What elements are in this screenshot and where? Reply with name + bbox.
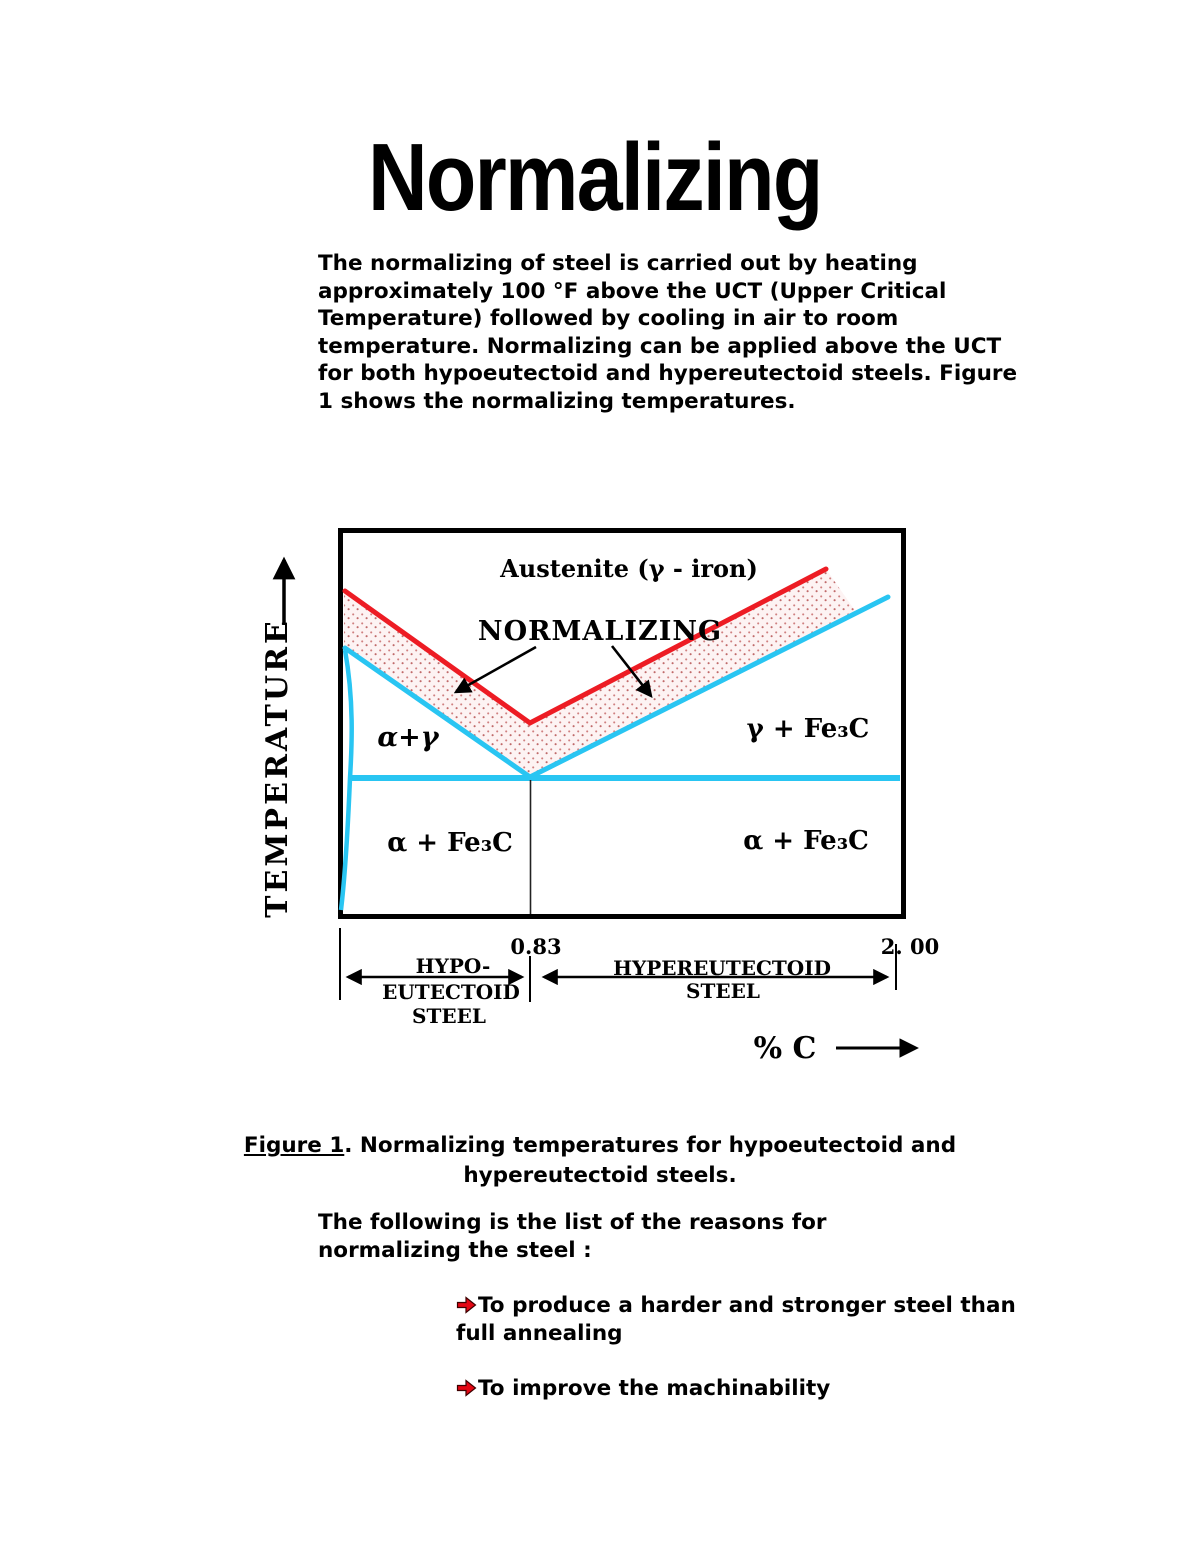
x-tick-label-200: 2. 00 [881,934,939,959]
gamma-fe3c-region-label: γ + Fe₃C [747,714,870,744]
page-title: Normalizing [368,124,823,231]
figure-caption: Figure 1. Normalizing temperatures for h… [150,1131,1050,1191]
phase-diagram-svg: TEMPERATURE Austenite (γ - iron) NORMALI… [260,528,939,1066]
hypo-label-line2: EUTECTOID [382,980,520,1004]
normalizing-temp-line [342,566,829,726]
normalizing-label: NORMALIZING [478,616,722,647]
alpha-fe3c-region-label-right: α + Fe₃C [743,826,869,856]
intro-paragraph: The normalizing of steel is carried out … [318,251,1018,414]
reason-item-1: To produce a harder and stronger steel t… [456,1292,1021,1348]
normalizing-arrow-left [453,645,537,694]
red-arrow-bullet-icon [456,1379,477,1397]
x-tick-label-083: 0.83 [510,934,561,959]
figure-caption-label: Figure 1 [243,1133,345,1158]
alpha-solvus-curve [338,649,354,911]
red-arrow-bullet-icon [456,1296,477,1314]
normalizing-arrow-right [610,645,653,698]
reason-text: To improve the machinability [478,1376,831,1401]
hypo-label-line1: HYPO- [416,954,491,978]
y-axis-label: TEMPERATURE [260,618,295,918]
figure-caption-text: . Normalizing temperatures for hypoeutec… [344,1133,957,1188]
x-axis-label: % C [754,1031,817,1066]
figure-1-diagram: TEMPERATURE Austenite (γ - iron) NORMALI… [250,520,940,1080]
austenite-label: Austenite (γ - iron) [499,554,758,583]
reason-item-2: To improve the machinability [456,1375,1021,1403]
hyper-label-line1: HYPEREUTECTOID [613,956,831,980]
hypo-label-line3: STEEL [412,1004,486,1028]
reason-text: To produce a harder and stronger steel t… [456,1293,1016,1346]
hyper-label-line2: STEEL [686,979,760,1003]
alpha-gamma-region-label: α+γ [377,722,439,753]
alpha-fe3c-region-label-left: α + Fe₃C [387,828,513,858]
reasons-intro: The following is the list of the reasons… [318,1210,827,1263]
